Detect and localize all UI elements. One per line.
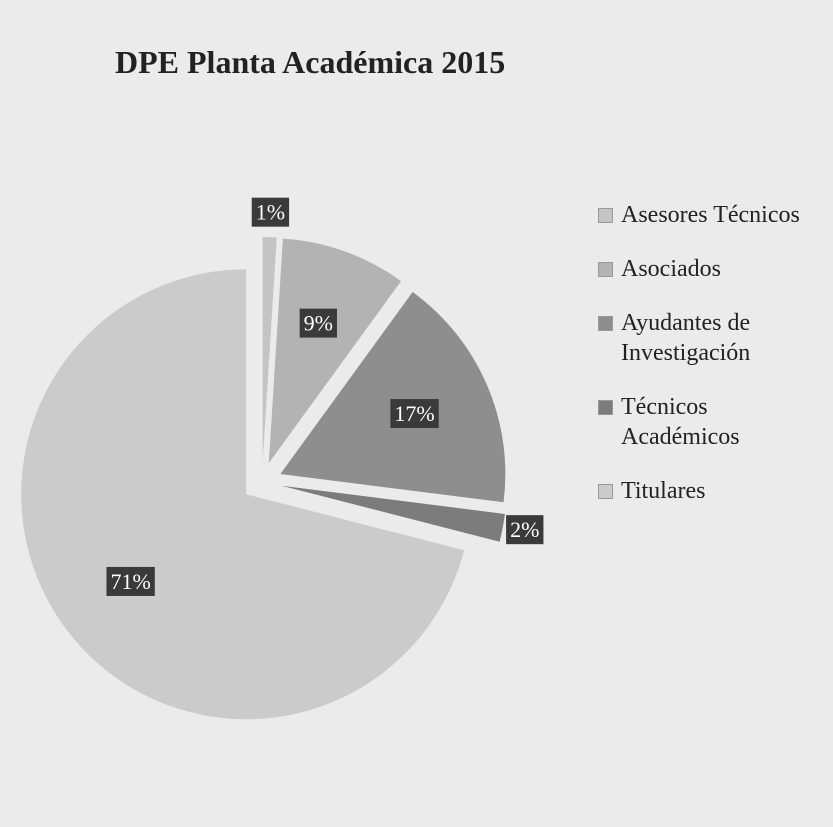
data-label-text: 71% [110, 569, 150, 594]
data-label-box [251, 197, 290, 227]
legend-label: Asociados [621, 256, 721, 282]
chart-title: DPE Planta Académica 2015 [115, 44, 506, 80]
pie-slice [21, 269, 465, 720]
legend-swatch [598, 208, 613, 223]
data-label-box [506, 515, 544, 545]
legend-item: Técnicos Académicos [598, 392, 828, 452]
data-label-text: 9% [304, 311, 333, 336]
data-label-text: 17% [394, 401, 434, 426]
data-label-text: 1% [256, 200, 285, 225]
data-label: 17% [390, 399, 439, 429]
pie-slice [280, 292, 506, 503]
legend-label: Técnicos Académicos [621, 394, 740, 450]
legend-item: Asesores Técnicos [598, 200, 828, 230]
legend-label: Titulares [621, 478, 706, 504]
data-label-box [106, 566, 155, 596]
data-label-text: 2% [510, 517, 539, 542]
legend-item: Ayudantes de Investigación [598, 308, 828, 368]
legend-swatch [598, 484, 613, 499]
data-label-box [299, 308, 337, 338]
pie-slice [262, 237, 277, 463]
pie-slice [268, 238, 402, 464]
legend-swatch [598, 316, 613, 331]
legend-item: Asociados [598, 254, 828, 284]
legend-swatch [598, 400, 613, 415]
legend-label: Ayudantes de Investigación [621, 310, 751, 366]
legend-label: Asesores Técnicos [621, 202, 800, 228]
legend: Asesores Técnicos Asociados Ayudantes de I… [598, 200, 828, 530]
data-label: 71% [106, 566, 155, 596]
legend-swatch [598, 262, 613, 277]
data-label: 2% [506, 515, 544, 545]
data-label-box [390, 399, 439, 429]
legend-item: Titulares [598, 476, 828, 506]
data-label: 9% [299, 308, 337, 338]
pie-slice [281, 485, 505, 542]
data-label: 1% [251, 197, 290, 227]
